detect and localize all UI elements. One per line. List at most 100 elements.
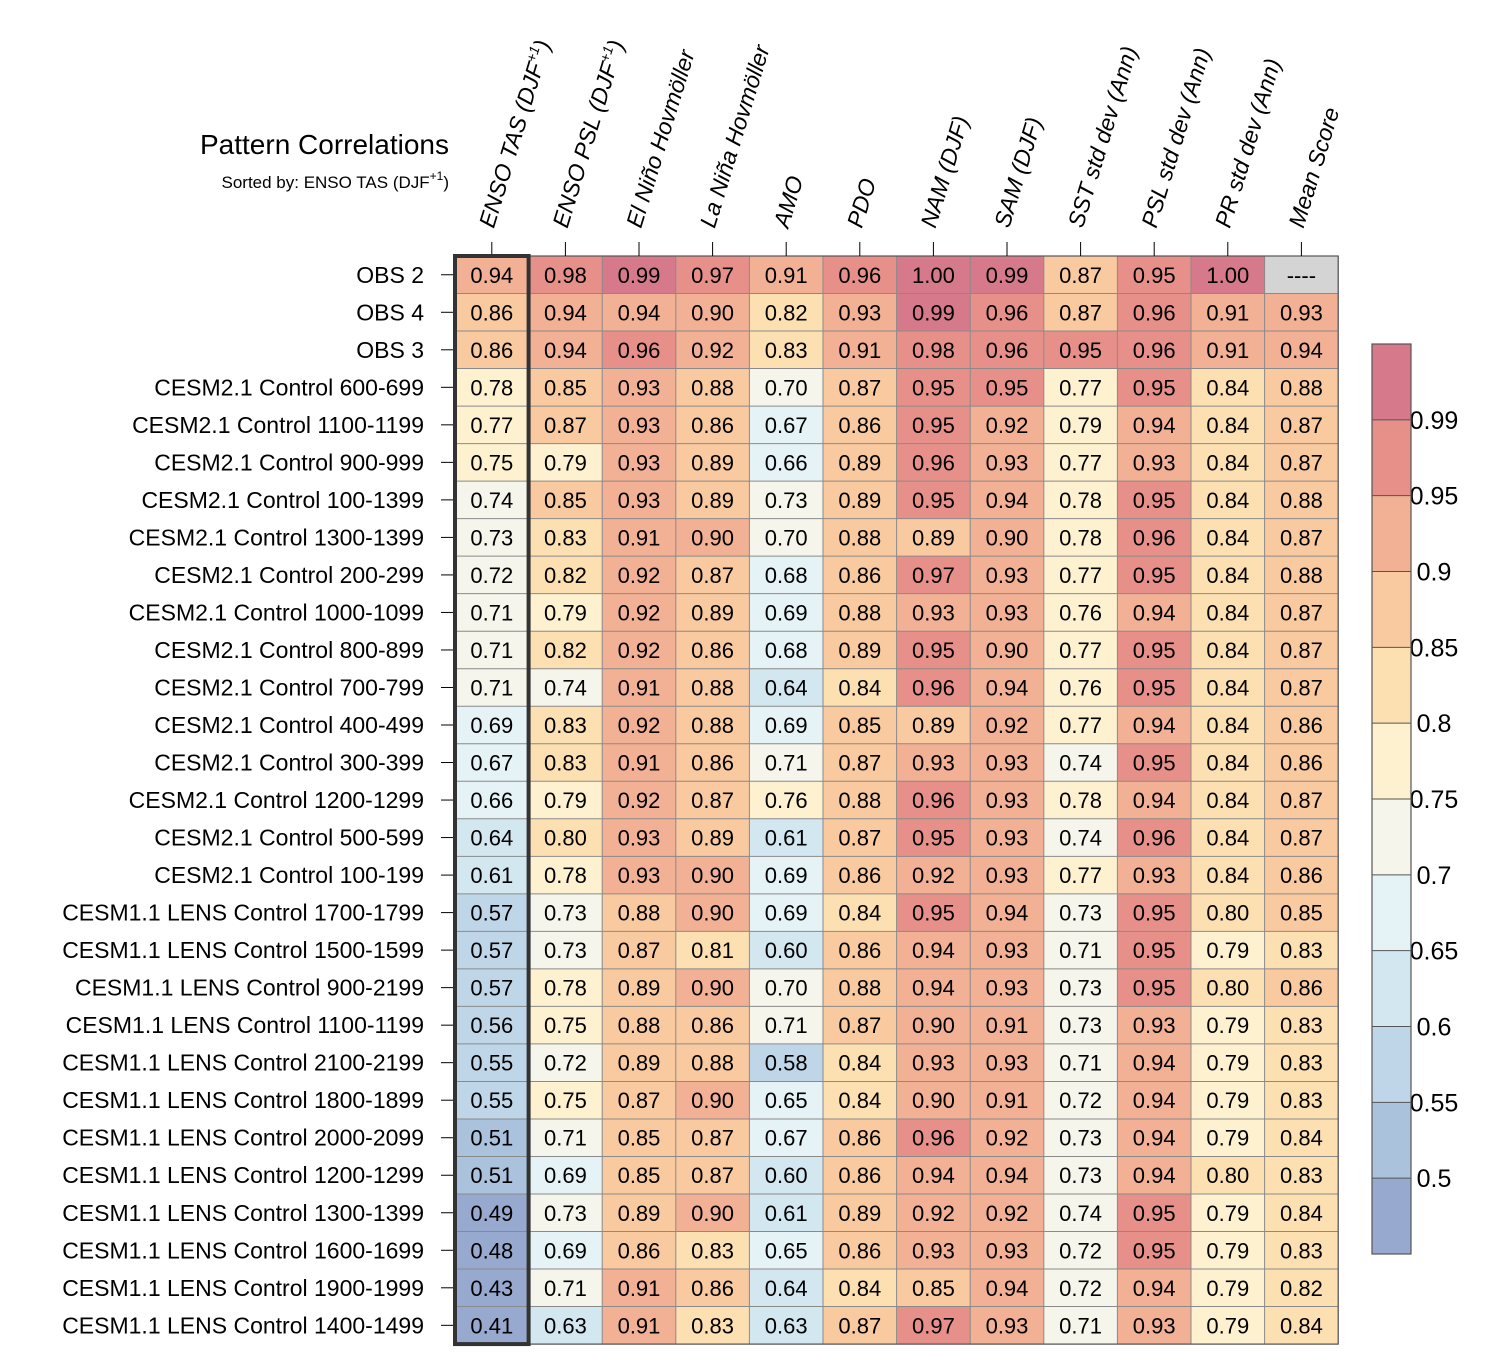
cell-value-label: 0.96 <box>912 1126 955 1151</box>
heatmap-cell <box>1117 518 1191 557</box>
heatmap-cell <box>528 1231 603 1270</box>
cell-value-label: 0.67 <box>470 751 513 776</box>
cell-value-label: 0.96 <box>1133 338 1176 363</box>
cell-value-label: 0.84 <box>1280 1313 1323 1338</box>
cell-value-label: 0.74 <box>1059 751 1102 776</box>
cell-value-label: 0.85 <box>912 1276 955 1301</box>
cell-value-label: 0.85 <box>544 375 587 400</box>
heatmap-cell <box>528 968 603 1007</box>
heatmap-cell <box>749 481 823 519</box>
heatmap-cell <box>1043 331 1118 369</box>
heatmap-cell <box>602 593 676 632</box>
heatmap-cell <box>749 443 823 482</box>
cell-value-label: 0.93 <box>618 413 661 438</box>
row-label: CESM1.1 LENS Control 1600-1699 <box>62 1237 424 1263</box>
heatmap-cell <box>675 781 750 819</box>
heatmap-cell <box>1191 1006 1265 1044</box>
cell-value-label: 0.93 <box>986 976 1029 1001</box>
cell-value-label: 0.80 <box>1206 901 1249 926</box>
row-label: CESM2.1 Control 400-499 <box>154 712 424 738</box>
heatmap-cell <box>823 481 897 519</box>
heatmap-cell <box>749 1269 823 1307</box>
column-label: SST std dev (Ann) <box>1063 43 1143 230</box>
heatmap-cell <box>1191 781 1265 819</box>
cell-value-label: 0.71 <box>765 1013 808 1038</box>
cell-value-label: 0.84 <box>838 1051 881 1076</box>
heatmap-cell <box>1043 481 1118 519</box>
cell-value-label: 0.68 <box>765 563 808 588</box>
cell-value-label: 0.75 <box>544 1088 587 1113</box>
cell-value-label: 0.87 <box>544 413 587 438</box>
column-label-text: NAM (DJF) <box>915 113 973 231</box>
cell-value-label: 0.79 <box>1206 1126 1249 1151</box>
heatmap-cell <box>675 1306 750 1345</box>
cell-value-label: 0.89 <box>691 450 734 475</box>
heatmap-cell <box>896 781 971 819</box>
cell-value-label: 0.73 <box>544 901 587 926</box>
cell-value-label: 0.94 <box>912 976 955 1001</box>
heatmap-cell <box>1117 781 1191 819</box>
heatmap-cell <box>896 1156 971 1194</box>
cell-value-label: 0.95 <box>912 488 955 513</box>
heatmap-cell <box>970 1231 1044 1270</box>
heatmap-cell <box>823 1118 897 1157</box>
heatmap-cell <box>1043 856 1118 894</box>
heatmap-cell <box>970 1269 1044 1307</box>
cell-value-label: 0.83 <box>691 1313 734 1338</box>
cell-value-label: 0.86 <box>838 1238 881 1263</box>
cell-value-label: 0.94 <box>986 675 1029 700</box>
heatmap-cell <box>1191 481 1265 519</box>
cell-value-label: 0.94 <box>544 300 587 325</box>
cell-value-label: 0.85 <box>838 713 881 738</box>
cell-value-label: 0.96 <box>912 675 955 700</box>
heatmap-cell <box>675 481 750 519</box>
heatmap-cell <box>1117 893 1191 932</box>
cell-value-label: 0.90 <box>986 638 1029 663</box>
cell-value-label: 0.86 <box>691 1013 734 1038</box>
colorbar-tick-label: 0.5 <box>1417 1165 1452 1193</box>
cell-value-label: 0.94 <box>1133 1051 1176 1076</box>
heatmap-cell <box>1191 1269 1265 1307</box>
cell-value-label: 0.91 <box>618 751 661 776</box>
cell-value-label: 0.76 <box>1059 600 1102 625</box>
column-label-text: PSL std dev (Ann) <box>1136 45 1215 231</box>
heatmap-cell <box>1264 856 1339 894</box>
heatmap-cell <box>1191 1118 1265 1157</box>
heatmap-cell <box>1264 1043 1339 1082</box>
heatmap-cell <box>528 518 603 557</box>
heatmap-cell <box>1117 256 1191 294</box>
heatmap-cell <box>602 556 676 594</box>
cell-value-label: 0.96 <box>1133 826 1176 851</box>
heatmap-cell <box>528 743 603 782</box>
heatmap-cell <box>896 481 971 519</box>
row-label: CESM2.1 Control 700-799 <box>154 674 424 700</box>
heatmap-cell <box>1264 631 1339 669</box>
cell-value-label: 0.93 <box>986 788 1029 813</box>
heatmap-cell <box>1117 1306 1191 1345</box>
heatmap-cell <box>749 406 823 444</box>
column-label: NAM (DJF) <box>915 113 973 231</box>
heatmap-cell <box>1264 593 1339 632</box>
cell-value-label: 0.92 <box>912 1201 955 1226</box>
cell-value-label: 0.84 <box>838 675 881 700</box>
heatmap-cell <box>602 1156 676 1194</box>
cell-value-label: 0.79 <box>1206 1238 1249 1263</box>
cell-value-label: 0.91 <box>618 675 661 700</box>
cell-value-label: 0.77 <box>470 413 513 438</box>
cell-value-label: 0.95 <box>1133 938 1176 963</box>
cell-value-label: 0.97 <box>691 263 734 288</box>
cell-value-label: 0.73 <box>1059 976 1102 1001</box>
heatmap-cell <box>1043 668 1118 707</box>
cell-value-label: 0.92 <box>618 563 661 588</box>
cell-value-label: 0.43 <box>470 1276 513 1301</box>
cell-value-label: 0.90 <box>691 300 734 325</box>
cell-value-label: 0.86 <box>691 638 734 663</box>
heatmap-cell <box>970 781 1044 819</box>
cell-value-label: 0.90 <box>691 976 734 1001</box>
heatmap-cell <box>749 668 823 707</box>
cell-value-label: 0.60 <box>765 938 808 963</box>
heatmap-cell <box>455 518 529 557</box>
colorbar-swatch <box>1372 571 1411 648</box>
heatmap-cell <box>970 743 1044 782</box>
